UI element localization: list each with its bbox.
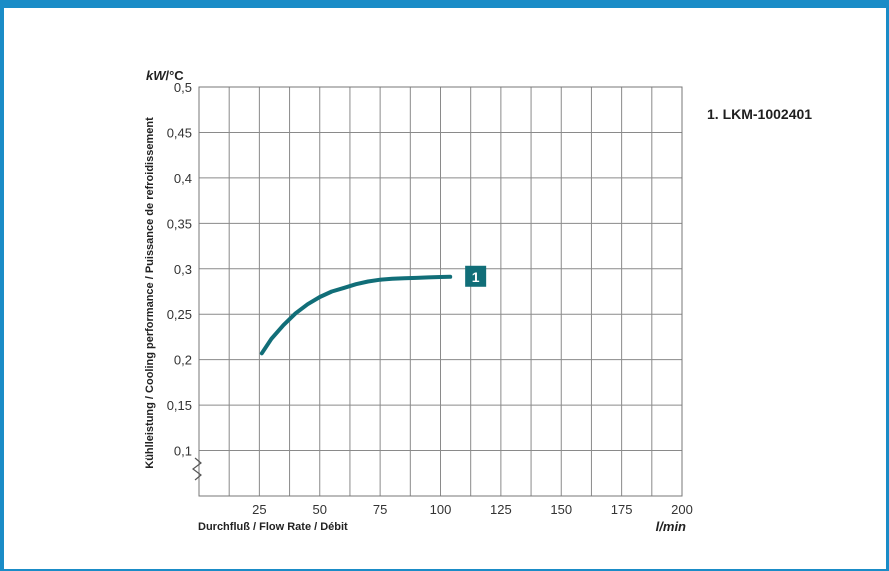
plot-border <box>198 86 683 497</box>
legend-entry: 1. LKM-1002401 <box>707 106 812 122</box>
series-marker-box <box>465 265 487 287</box>
x-tick-label: 75 <box>373 502 387 517</box>
grid <box>199 87 682 496</box>
x-unit: l/min <box>656 519 686 534</box>
x-tick-label: 175 <box>611 502 633 517</box>
x-axis-title: Durchfluß / Flow Rate / Débit <box>198 521 348 533</box>
axis-break-zigzag <box>192 457 202 481</box>
y-tick-label: 0,3 <box>174 262 192 277</box>
y-tick-label: 0,2 <box>174 353 192 368</box>
y-tick-label: 0,15 <box>167 398 192 413</box>
y-tick-label: 0,1 <box>174 444 192 459</box>
y-axis-title: Kühlleistung / Cooling performance / Pui… <box>144 117 156 469</box>
x-tick-label: 150 <box>550 502 572 517</box>
series-marker-label: 1 <box>472 269 480 285</box>
y-tick-label: 0,35 <box>167 216 192 231</box>
y-tick-label: 0,4 <box>174 171 192 186</box>
series-layer: 1 <box>259 265 487 356</box>
y-unit: kW/°C <box>146 68 184 83</box>
x-tick-label: 25 <box>252 502 266 517</box>
y-tick-label: 0,25 <box>167 307 192 322</box>
y-tick-label: 0,45 <box>167 125 192 140</box>
y-unit-rest: /°C <box>166 68 185 83</box>
series-line <box>259 274 453 356</box>
y-unit-kw: kW <box>146 68 167 83</box>
x-tick-label: 50 <box>313 502 327 517</box>
x-tick-label: 100 <box>430 502 452 517</box>
y-tick-labels: 0,1 0,15 0,2 0,25 0,3 0,35 0,4 0,45 0,5 <box>167 80 192 459</box>
x-tick-labels: 25 50 75 100 125 150 175 200 <box>252 502 693 517</box>
x-tick-label: 125 <box>490 502 512 517</box>
y-tick-label: 0,5 <box>174 80 192 95</box>
x-tick-label: 200 <box>671 502 693 517</box>
y-axis-break <box>192 457 202 481</box>
